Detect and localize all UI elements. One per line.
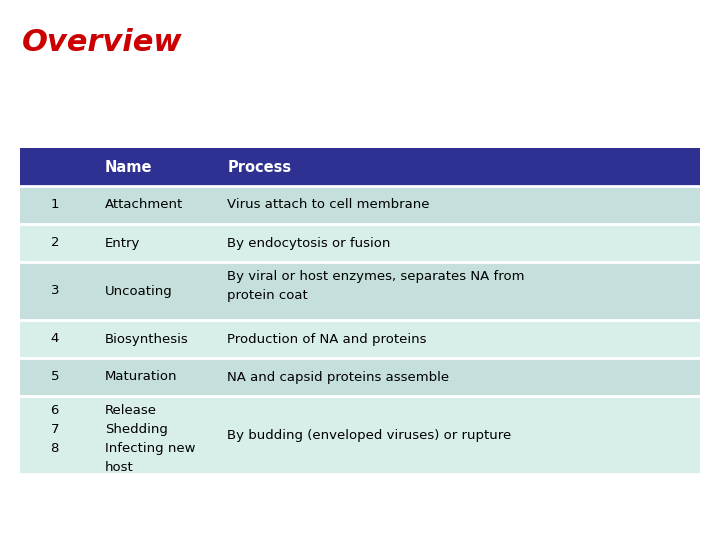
Bar bbox=[20, 148, 700, 186]
Text: Biosynthesis: Biosynthesis bbox=[105, 333, 189, 346]
Text: Release
Shedding
Infecting new
host: Release Shedding Infecting new host bbox=[105, 404, 196, 474]
Bar bbox=[20, 262, 700, 320]
Text: Overview: Overview bbox=[22, 28, 182, 57]
Text: By viral or host enzymes, separates NA from
protein coat: By viral or host enzymes, separates NA f… bbox=[228, 270, 525, 302]
Text: By budding (enveloped viruses) or rupture: By budding (enveloped viruses) or ruptur… bbox=[228, 429, 512, 442]
Text: Name: Name bbox=[105, 159, 153, 174]
Text: By endocytosis or fusion: By endocytosis or fusion bbox=[228, 237, 391, 249]
Bar bbox=[20, 396, 700, 474]
Text: Virus attach to cell membrane: Virus attach to cell membrane bbox=[228, 199, 430, 212]
Text: 6
7
8: 6 7 8 bbox=[50, 404, 59, 455]
Text: Entry: Entry bbox=[105, 237, 140, 249]
Bar bbox=[20, 358, 700, 396]
Text: Uncoating: Uncoating bbox=[105, 285, 173, 298]
Text: 5: 5 bbox=[50, 370, 59, 383]
Bar bbox=[20, 186, 700, 224]
Bar bbox=[20, 320, 700, 358]
Text: 1: 1 bbox=[50, 199, 59, 212]
Text: 4: 4 bbox=[50, 333, 59, 346]
Text: Process: Process bbox=[228, 159, 292, 174]
Bar bbox=[20, 224, 700, 262]
Text: 3: 3 bbox=[50, 285, 59, 298]
Text: 2: 2 bbox=[50, 237, 59, 249]
Text: Attachment: Attachment bbox=[105, 199, 184, 212]
Text: Production of NA and proteins: Production of NA and proteins bbox=[228, 333, 427, 346]
Text: Maturation: Maturation bbox=[105, 370, 178, 383]
Text: NA and capsid proteins assemble: NA and capsid proteins assemble bbox=[228, 370, 449, 383]
